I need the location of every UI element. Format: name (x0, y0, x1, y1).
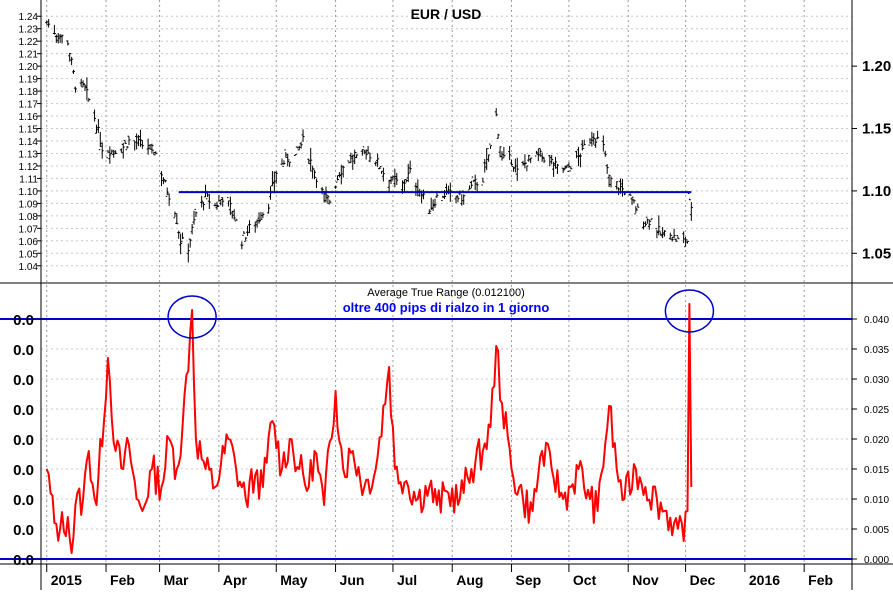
atr-left-tick-label: 0.0 (13, 522, 34, 539)
x-tick-label: Dec (690, 572, 716, 588)
price-left-tick-label: 1.19 (19, 75, 39, 86)
atr-right-tick-label: 0.000 (864, 555, 889, 566)
x-tick-label: 2016 (749, 572, 780, 588)
price-left-tick-label: 1.13 (19, 149, 39, 160)
x-tick-label: Nov (632, 572, 659, 588)
price-left-tick-label: 1.11 (19, 174, 38, 185)
price-left-tick-label: 1.07 (19, 224, 39, 235)
x-tick-label: Aug (456, 572, 483, 588)
price-left-tick-label: 1.05 (19, 249, 39, 260)
x-tick-label: 2015 (51, 572, 82, 588)
x-tick-label: May (280, 572, 307, 588)
atr-indicator-title: Average True Range (0.012100) (367, 287, 525, 299)
x-tick-label: Jul (397, 572, 417, 588)
x-tick-label: Sep (516, 572, 542, 588)
atr-annotation-note: oltre 400 pips di rialzo in 1 giorno (343, 300, 550, 315)
atr-spike-highlight (167, 295, 217, 339)
x-tick-label: Feb (808, 572, 833, 588)
x-tick-label: Apr (223, 572, 248, 588)
price-chart-title: EUR / USD (411, 6, 482, 22)
x-tick-label: Feb (110, 572, 135, 588)
price-right-tick-label: 1.15 (862, 121, 891, 138)
x-tick-label: Mar (164, 572, 189, 588)
price-left-tick-label: 1.16 (19, 112, 39, 123)
atr-left-tick-label: 0.0 (13, 492, 34, 509)
atr-right-tick-label: 0.025 (864, 405, 889, 416)
price-left-tick-label: 1.23 (19, 25, 39, 36)
atr-left-tick-label: 0.0 (13, 342, 34, 359)
x-tick-label: Jun (340, 572, 365, 588)
atr-right-tick-label: 0.005 (864, 525, 889, 536)
atr-right-tick-label: 0.030 (864, 375, 889, 386)
price-panel (45, 19, 693, 263)
price-right-tick-label: 1.20 (862, 58, 891, 75)
price-left-tick-label: 1.12 (19, 162, 39, 173)
price-left-tick-label: 1.14 (19, 137, 39, 148)
price-left-tick-label: 1.20 (19, 62, 39, 73)
price-left-tick-label: 1.21 (19, 50, 39, 61)
price-left-tick-label: 1.22 (19, 37, 39, 48)
atr-left-tick-label: 0.0 (13, 372, 34, 389)
atr-right-tick-label: 0.035 (864, 345, 889, 356)
atr-left-tick-label: 0.0 (13, 552, 34, 569)
atr-right-tick-label: 0.015 (864, 465, 889, 476)
atr-right-tick-label: 0.040 (864, 315, 889, 326)
atr-left-tick-label: 0.0 (13, 462, 34, 479)
price-left-tick-label: 1.18 (19, 87, 39, 98)
price-left-tick-label: 1.06 (19, 237, 39, 248)
atr-series-line (45, 303, 693, 554)
price-left-tick-label: 1.08 (19, 212, 39, 223)
price-right-tick-label: 1.05 (862, 245, 891, 262)
price-left-tick-label: 1.04 (19, 262, 39, 273)
atr-left-tick-label: 0.0 (13, 312, 34, 329)
axis-layer: 2015 Feb Mar Apr May Jun Jul Aug Sep Oct Nov Dec 201… (13, 12, 891, 588)
x-tick-label: Oct (573, 572, 597, 588)
price-left-tick-label: 1.09 (19, 199, 39, 210)
price-left-tick-label: 1.15 (19, 125, 39, 136)
atr-spike-highlight (664, 289, 715, 333)
atr-right-tick-label: 0.010 (864, 495, 889, 506)
price-left-tick-label: 1.17 (19, 100, 39, 111)
price-left-tick-label: 1.10 (19, 187, 39, 198)
atr-left-tick-label: 0.0 (13, 402, 34, 419)
price-right-tick-label: 1.10 (862, 183, 891, 200)
atr-left-tick-label: 0.0 (13, 432, 34, 449)
price-left-tick-label: 1.24 (19, 12, 39, 23)
atr-right-tick-label: 0.020 (864, 435, 889, 446)
atr-panel (0, 289, 852, 560)
